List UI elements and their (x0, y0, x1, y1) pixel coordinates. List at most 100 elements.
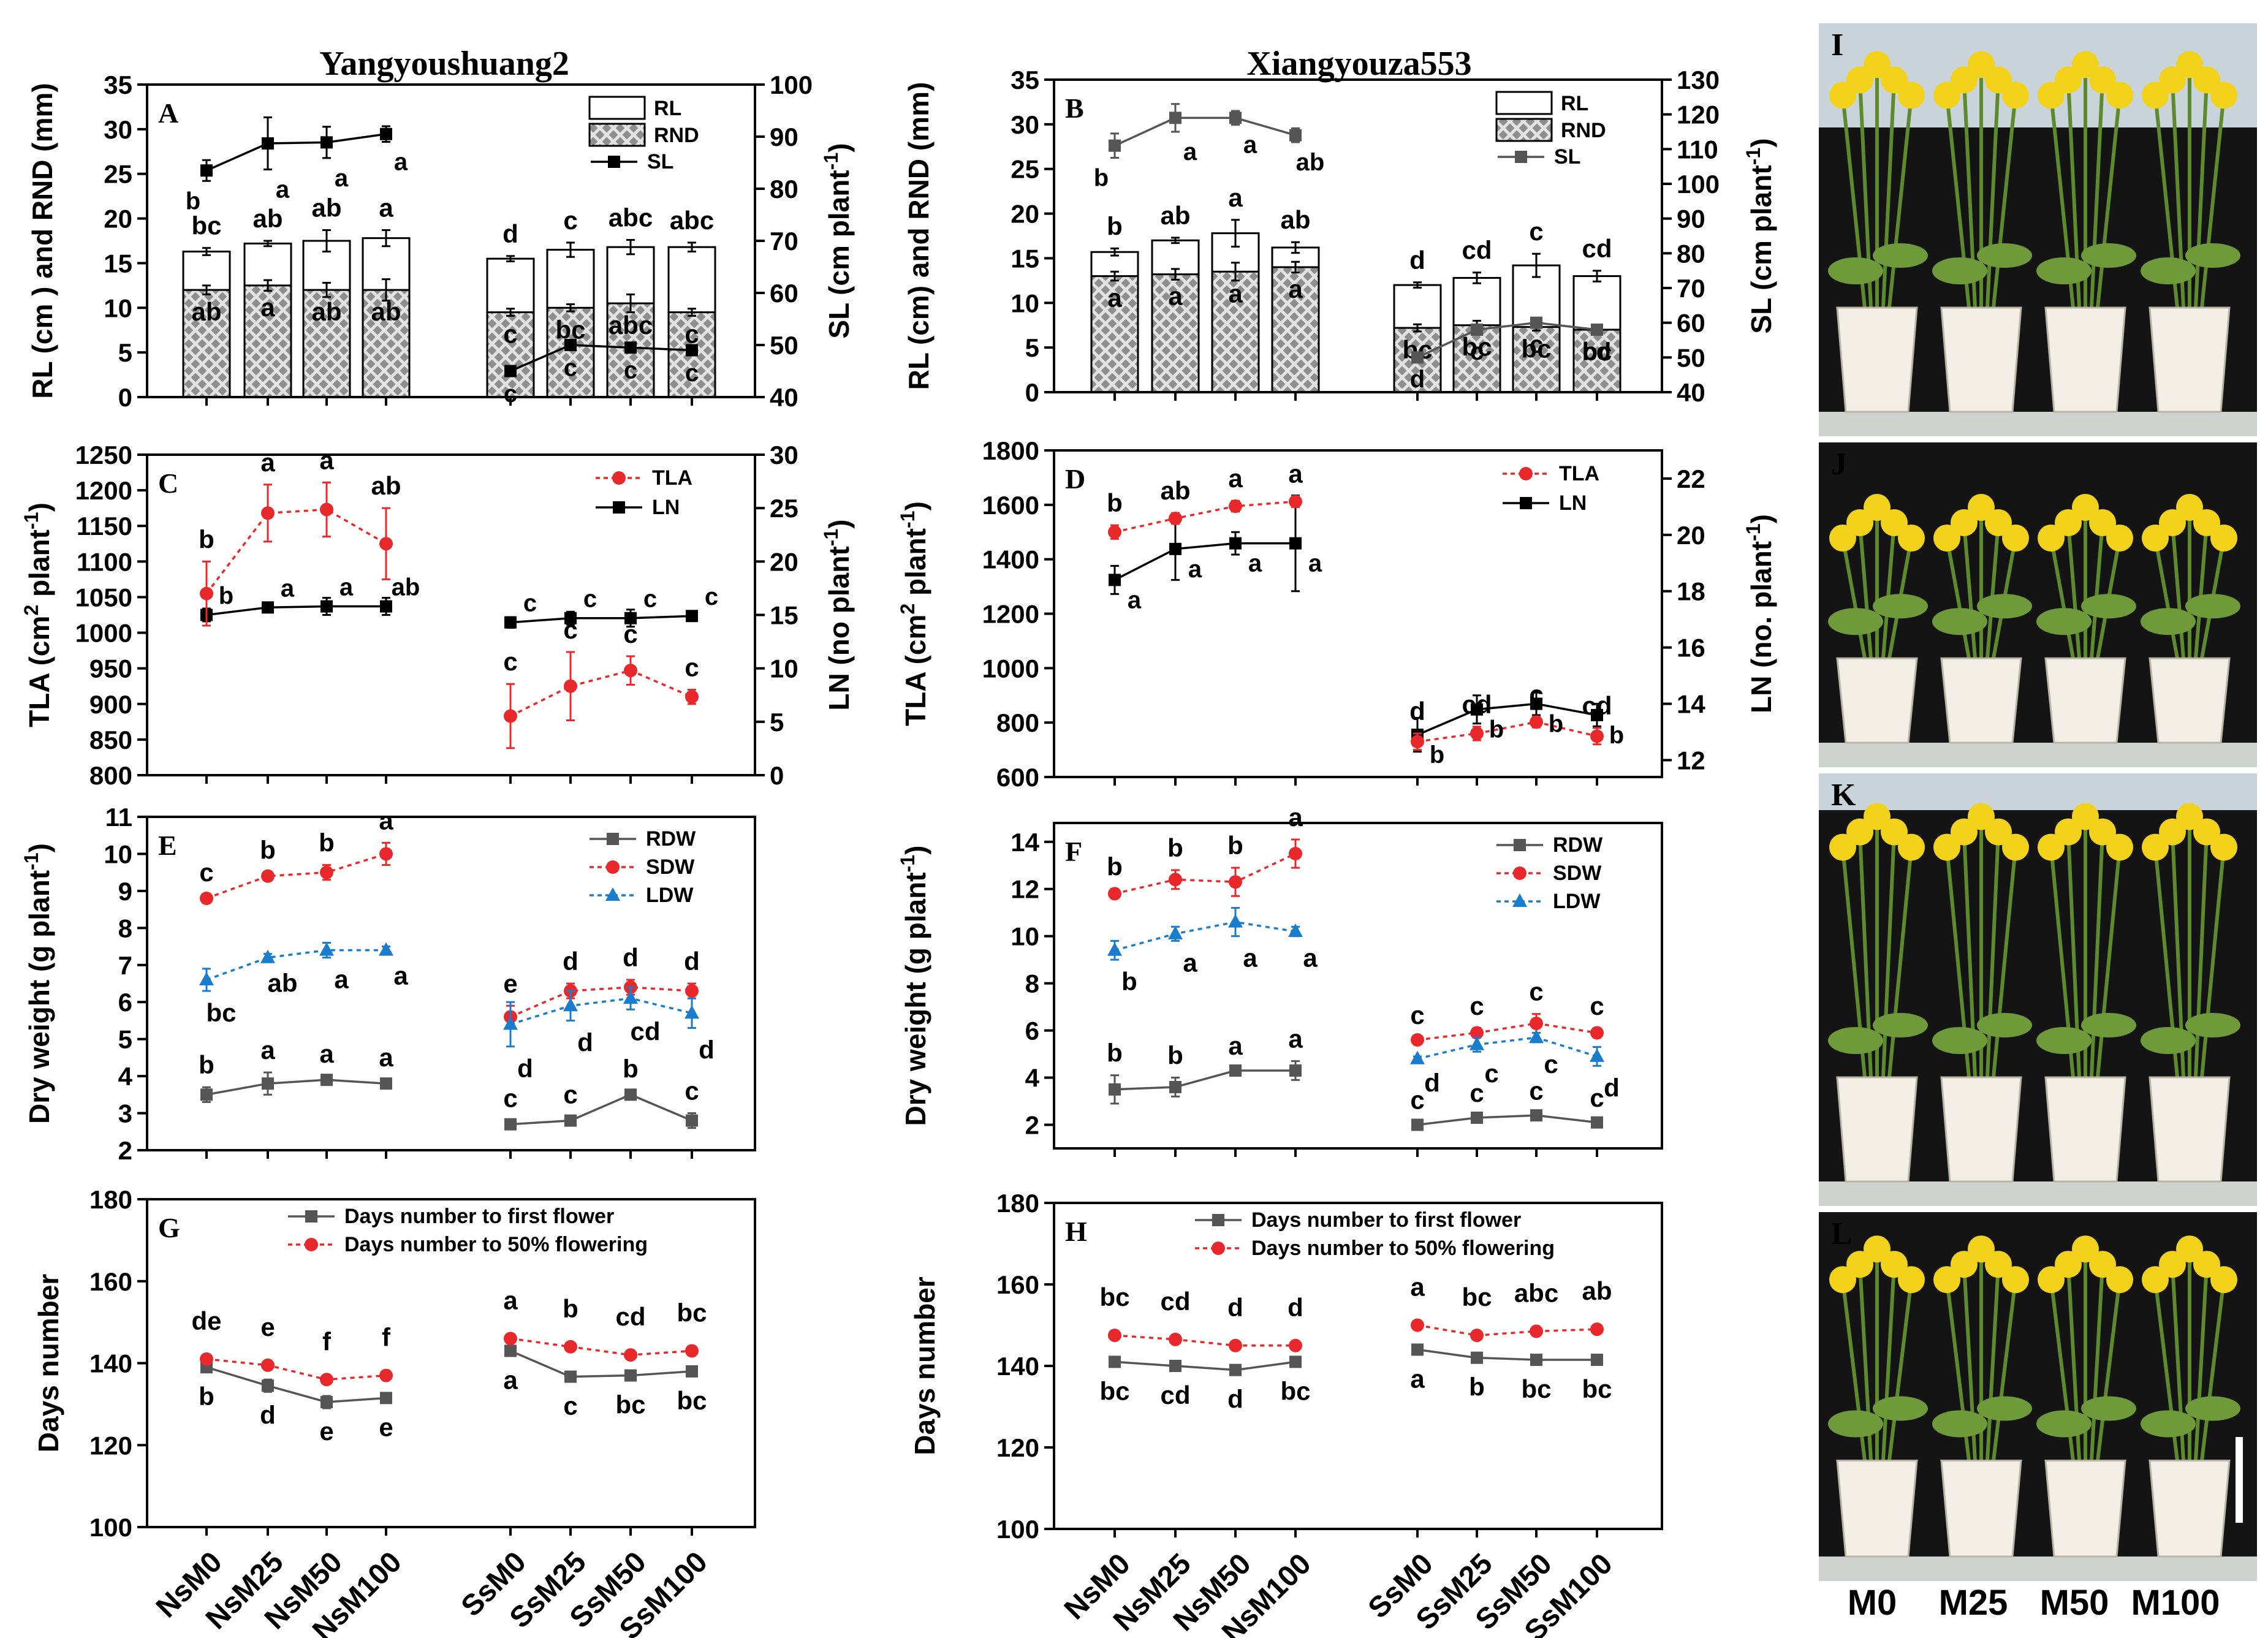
rl-letter: ab (1160, 201, 1190, 230)
flower-cluster (2106, 1266, 2133, 1294)
ldw-legend-marker (605, 887, 620, 901)
panel-letter-H: H (1065, 1216, 1087, 1247)
rl-letter: ab (1280, 205, 1310, 234)
sl-point (1109, 139, 1121, 152)
y-tick-label: 1150 (77, 512, 132, 540)
flower-cluster (2193, 818, 2220, 846)
rdw-letter: c (1470, 1079, 1484, 1107)
ln-point (1471, 703, 1483, 716)
flower-cluster (2089, 818, 2116, 846)
tla-letter: c (623, 620, 637, 648)
ln-point (1109, 574, 1121, 586)
plant-stem (1881, 80, 1896, 308)
ldw-point (1529, 1029, 1544, 1044)
ln-line (510, 615, 692, 624)
first-letter: bc (677, 1386, 707, 1415)
y-tick-label: 800 (89, 761, 132, 790)
tla-letter: d (1409, 697, 1425, 726)
ldw-point (1590, 1048, 1604, 1062)
plant-stem (1992, 95, 2017, 308)
plant-pot (1940, 1459, 2022, 1558)
sl-letter: a (335, 165, 349, 192)
ldw-point (1288, 923, 1303, 937)
y-tick-label: 0 (118, 383, 132, 412)
plant-stem (2194, 1264, 2209, 1461)
sdw-legend-label: SDW (1553, 862, 1602, 885)
tla-point (1229, 499, 1242, 514)
y2-tick-label: 130 (1677, 66, 1720, 94)
sdw-point (1470, 1026, 1484, 1040)
rdw-legend-label: RDW (1553, 833, 1603, 857)
plant-stem (2090, 80, 2104, 308)
flower-cluster (1933, 833, 1960, 861)
plant-stem (2090, 522, 2104, 659)
sl-series (200, 116, 698, 377)
sl-letter: b (1094, 165, 1109, 192)
y2-tick-label: 100 (1677, 170, 1720, 199)
sdw-letter: a (379, 806, 393, 835)
ldw-letter: ab (267, 969, 297, 998)
y2-tick-label: 40 (1677, 378, 1705, 407)
y2-tick-label: 14 (1677, 690, 1705, 719)
sl-line (1417, 321, 1598, 358)
flower-cluster (2038, 1266, 2065, 1294)
rdw-line (206, 1079, 387, 1096)
plant-stem (2194, 522, 2209, 659)
y-tick-label: 35 (104, 70, 132, 99)
leaf (2185, 594, 2240, 619)
first-flower-point (504, 1344, 517, 1357)
y-tick-label: 1200 (75, 476, 132, 505)
ldw-letter: cd (630, 1017, 660, 1045)
plant-stem (1887, 847, 1913, 1078)
legend-rl: RL (1561, 92, 1588, 115)
sdw-letter: c (1470, 992, 1484, 1020)
plant-stem (2194, 832, 2209, 1078)
flower-cluster (1898, 1266, 1925, 1294)
y-tick-label: 160 (89, 1267, 132, 1296)
y-tick-label: 180 (89, 1185, 132, 1214)
flower-cluster (2142, 1266, 2169, 1294)
plant-pot (1836, 657, 1918, 744)
y-tick-label: 30 (1011, 110, 1039, 139)
sl-letter: c (1530, 332, 1543, 358)
rl-letter: bc (191, 211, 221, 240)
flower-cluster (2038, 833, 2065, 861)
tla-letter: a (260, 448, 275, 477)
rdw-point (320, 1074, 333, 1086)
rnd-letter: ab (311, 297, 341, 326)
flower-cluster (1829, 525, 1856, 552)
y-tick-label: 15 (104, 249, 132, 278)
tla-letter: ab (371, 471, 401, 500)
leaf (1977, 1013, 2032, 1037)
ldw-point (1168, 925, 1183, 939)
sdw-point (261, 869, 275, 883)
rdw-letter: b (1107, 1039, 1123, 1067)
first-flower-point (1289, 1356, 1302, 1368)
first-flower-point (624, 1369, 637, 1382)
flower-cluster (1864, 1235, 1891, 1263)
first-letter: a (1410, 1364, 1425, 1393)
ln-legend-marker (1520, 497, 1532, 509)
tla-point (1470, 726, 1484, 740)
rdw-point (1169, 1080, 1181, 1093)
ldw-line (510, 997, 692, 1026)
sl-legend-marker (1515, 151, 1527, 163)
rnd-letter: a (260, 293, 275, 322)
tla-letter: a (1288, 460, 1303, 488)
fifty-flowering-series (1108, 1318, 1604, 1352)
sdw-letter: b (1227, 831, 1243, 860)
flower-cluster (2106, 525, 2133, 552)
first-letter: bc (1280, 1376, 1310, 1405)
fifty-flowering-point (1590, 1322, 1604, 1337)
y-tick-label: 600 (996, 763, 1039, 792)
plant-pot (1836, 306, 1918, 413)
rnd-letter: a (1288, 275, 1303, 303)
flower-cluster (1951, 818, 1978, 846)
fifty-flowering-point (1411, 1318, 1424, 1332)
photo-panel-K: K (1819, 773, 2257, 1206)
ln-point (1169, 542, 1181, 555)
first-flower-legend-marker (1212, 1214, 1224, 1226)
ldw-point (685, 1005, 699, 1019)
tla-letter: b (1107, 488, 1123, 517)
